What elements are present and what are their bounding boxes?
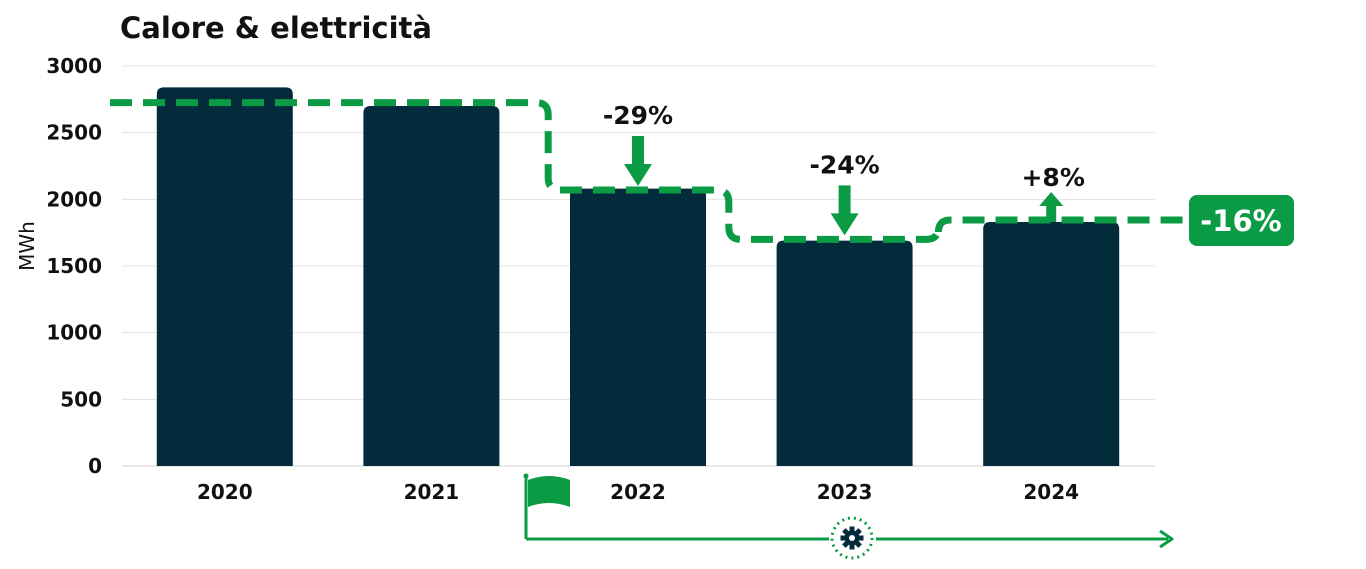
x-tick-labels: 2020 2021 2022 2023 2024: [197, 480, 1079, 504]
y-axis-label: MWh: [15, 221, 39, 271]
x-tick-label: 2020: [197, 480, 253, 504]
y-tick-label: 1500: [46, 254, 102, 278]
up-arrow-icon: [1039, 192, 1064, 222]
total-change-label: -16%: [1200, 204, 1281, 238]
bar: [570, 188, 706, 466]
y-tick-label: 3000: [46, 54, 102, 78]
flag-icon: [528, 476, 570, 507]
y-tick-label: 2500: [46, 121, 102, 145]
bar: [983, 222, 1120, 466]
down-arrow-icon: [624, 136, 652, 186]
down-arrow-icon: [830, 185, 859, 236]
gear-tooth: [849, 544, 855, 550]
total-change-badge-bg: [1189, 195, 1294, 246]
gear-tooth: [858, 535, 864, 541]
x-tick-label: 2023: [817, 480, 873, 504]
bar: [776, 240, 913, 466]
arrow-head-icon: [1159, 529, 1174, 549]
y-tick-label: 2000: [46, 187, 102, 211]
gear-tooth: [849, 526, 855, 532]
x-tick-label: 2021: [404, 480, 460, 504]
timeline: [523, 473, 1174, 560]
x-tick-label: 2022: [610, 480, 666, 504]
y-tick-label: 0: [88, 454, 102, 478]
change-label: -24%: [809, 150, 879, 179]
trend-line: [110, 99, 1189, 243]
gear-icon: [830, 516, 874, 560]
timeline-start-dot: [523, 473, 529, 479]
y-tick-label: 500: [60, 387, 102, 411]
gear-hole: [849, 535, 855, 541]
y-tick-labels: 0 500 1000 1500 2000 2500 3000: [46, 54, 102, 478]
trend-line-path: [110, 99, 1189, 243]
bar: [363, 106, 500, 466]
total-change-badge: -16%: [1189, 195, 1294, 246]
change-annotations: -29% -24% +8%: [603, 101, 1085, 236]
y-tick-label: 1000: [46, 321, 102, 345]
x-tick-label: 2024: [1023, 480, 1079, 504]
change-label: -29%: [603, 101, 673, 130]
bar: [156, 87, 293, 466]
change-label: +8%: [1021, 163, 1084, 192]
bars: [156, 87, 1120, 466]
gear-tooth: [840, 535, 846, 541]
chart-title: Calore & elettricità: [120, 11, 432, 45]
